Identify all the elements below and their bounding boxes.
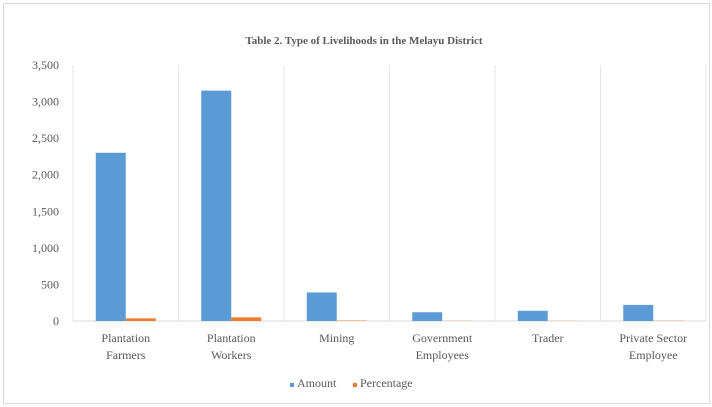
y-tick-label: 500 [41,277,59,291]
bar-percentage [231,317,262,321]
chart-frame: Table 2. Type of Livelihoods in the Mela… [3,3,710,404]
y-tick-label: 0 [53,314,59,328]
x-category-label: Government Employees [412,331,473,362]
x-category-label: Private Sector Employee [619,331,687,362]
y-tick-label: 1,000 [32,241,59,255]
chart-svg: Table 2. Type of Livelihoods in the Mela… [32,35,707,390]
y-tick-label: 3,500 [32,58,59,72]
y-tick-label: 3,000 [32,95,59,109]
legend: Amount Percentage [290,376,413,390]
bar-amount [517,310,548,321]
bar-amount [201,90,232,321]
x-category-label: Plantation Farmers [101,331,150,362]
y-axis: 0 500 1,000 1,500 2,000 2,500 3,000 3,500 [32,58,59,328]
legend-swatch [290,383,294,387]
bars [95,90,684,321]
y-tick-label: 2,500 [32,131,59,145]
chart-title: Table 2. Type of Livelihoods in the Mela… [245,35,483,47]
bar-amount [412,312,443,321]
legend-label: Amount [297,376,337,390]
x-category-label: Trader [532,331,564,345]
bar-percentage [125,318,156,321]
x-category-label: Plantation Workers [207,331,256,362]
y-tick-label: 2,000 [32,168,59,182]
legend-label: Percentage [360,376,413,390]
category-labels: Plantation Farmers Plantation Workers Mining… [101,331,687,362]
y-tick-label: 1,500 [32,204,59,218]
grid [72,65,707,322]
bar-amount [306,292,337,321]
legend-swatch [353,383,357,387]
bar-amount [95,152,126,321]
bar-amount [623,304,654,321]
x-category-label: Mining [319,331,354,345]
